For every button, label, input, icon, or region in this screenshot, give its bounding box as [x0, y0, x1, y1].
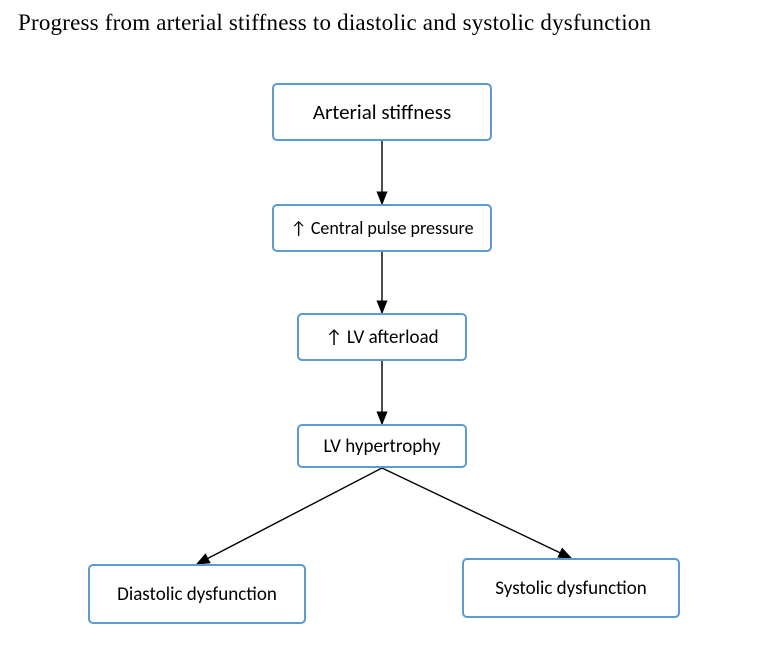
flowchart-node: ↑ LV afterload	[297, 313, 467, 361]
flowchart-node: ↑ Central pulse pressure	[272, 204, 492, 252]
flowchart-node-label: LV hypertrophy	[324, 435, 441, 458]
flowchart-node: Systolic dysfunction	[462, 558, 680, 618]
flowchart-node-label: ↑ Central pulse pressure	[290, 217, 473, 239]
flowchart-node-label: Diastolic dysfunction	[117, 583, 277, 606]
flowchart-node: LV hypertrophy	[297, 424, 467, 468]
flowchart-node-label: Systolic dysfunction	[495, 577, 646, 600]
flowchart-node-label: Arterial stiffness	[313, 99, 451, 125]
flowchart-node-label: ↑ LV afterload	[325, 326, 438, 349]
flowchart-canvas: Arterial stiffness ↑ Central pulse pressu…	[0, 0, 764, 668]
flowchart-node: Arterial stiffness	[272, 83, 492, 141]
flowchart-node: Diastolic dysfunction	[88, 564, 306, 624]
flowchart-edge	[197, 468, 382, 564]
flowchart-edge	[382, 468, 571, 558]
